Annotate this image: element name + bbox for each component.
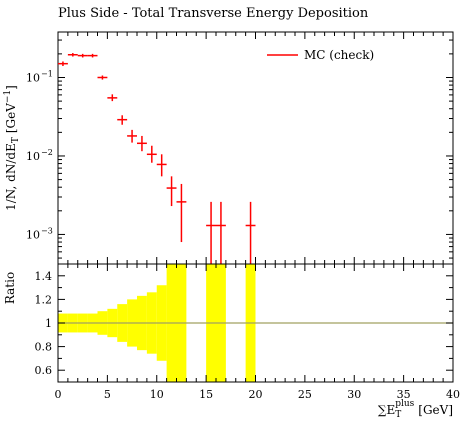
legend: MC (check) xyxy=(267,48,374,62)
data-point xyxy=(77,53,88,58)
data-point xyxy=(176,183,187,243)
ratio-x-tick-label: 0 xyxy=(55,388,62,401)
main-y-tick-exponent: −3 xyxy=(41,226,53,235)
ratio-x-tick-label: 25 xyxy=(298,388,312,401)
data-point xyxy=(97,75,108,80)
data-point xyxy=(127,129,137,143)
ratio-y-tick-label: 0.6 xyxy=(35,364,53,377)
data-point xyxy=(117,115,128,125)
ratio-y-axis-label: Ratio xyxy=(3,272,17,304)
data-point xyxy=(166,176,177,207)
ratio-x-tick-label: 10 xyxy=(150,388,164,401)
ratio-y-tick-label: 1 xyxy=(45,317,52,330)
data-point xyxy=(58,61,68,67)
xlabel-unit: [GeV] xyxy=(418,403,453,417)
ratio-x-tick-label: 30 xyxy=(347,388,361,401)
main-y-axis-label: 1/N, dN/dET [GeV−1] xyxy=(3,85,21,211)
chart-title: Plus Side - Total Transverse Energy Depo… xyxy=(58,6,369,21)
data-point xyxy=(137,135,147,152)
main-y-axis: 10−310−210−1 xyxy=(26,39,453,259)
data-point xyxy=(156,154,167,177)
ratio-x-tick-label: 20 xyxy=(249,388,263,401)
xlabel-sub: T xyxy=(395,410,401,420)
main-y-tick-exponent: −2 xyxy=(41,148,53,157)
main-x-axis xyxy=(57,32,454,264)
ratio-y-tick-label: 1.4 xyxy=(35,270,53,283)
xlabel-sigma: ∑E xyxy=(378,403,395,417)
ylabel-unit: [GeV xyxy=(4,103,18,133)
main-plot-panel: 10−310−210−1 1/N, dN/dET[GeV−1] MC (chec… xyxy=(3,31,454,265)
data-point xyxy=(87,53,98,58)
ratio-plot-panel: 0.6 0.8 1 1.2 1.4 0 5 10 15 20 25 30 35 40 Ratio ∑ET… xyxy=(3,263,460,420)
ratio-y-tick-label: 0.8 xyxy=(35,341,53,354)
main-y-tick-label: 10 xyxy=(26,228,40,241)
main-y-tick-label: 10 xyxy=(26,71,40,84)
ratio-y-axis: 0.6 0.8 1 1.2 1.4 xyxy=(35,263,453,383)
main-y-tick-exponent: −1 xyxy=(41,69,53,78)
ratio-x-tick-label: 35 xyxy=(397,388,411,401)
ratio-x-tick-label: 40 xyxy=(446,388,460,401)
main-plot-frame xyxy=(57,31,454,265)
ylabel-main: 1/N, dN/dE xyxy=(4,143,18,211)
data-point xyxy=(107,94,118,102)
data-point xyxy=(245,201,256,264)
ylabel-unit-close: ] xyxy=(4,85,18,90)
data-point xyxy=(67,53,78,57)
x-axis-label: ∑ETplus [GeV] xyxy=(378,399,453,420)
main-y-tick-label: 10 xyxy=(26,150,40,163)
data-point xyxy=(206,201,216,264)
ylabel-sub: T xyxy=(11,137,21,143)
data-point xyxy=(216,201,226,264)
ratio-x-tick-label: 15 xyxy=(199,388,213,401)
data-point xyxy=(146,145,157,163)
xlabel-sup: plus xyxy=(395,399,414,409)
ratio-y-tick-label: 1.2 xyxy=(35,293,53,306)
mc-data-series xyxy=(58,53,256,264)
ylabel-unit-sup: −1 xyxy=(3,90,13,103)
ratio-x-axis: 0 5 10 15 20 25 30 35 40 xyxy=(55,264,460,401)
legend-label-mc: MC (check) xyxy=(304,48,374,62)
ratio-x-tick-label: 5 xyxy=(104,388,111,401)
